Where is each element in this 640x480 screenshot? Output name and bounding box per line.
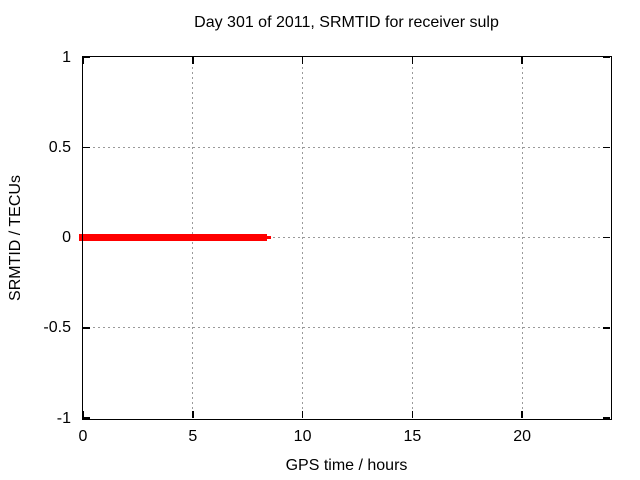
x-axis-title: GPS time / hours [285,457,408,474]
y-tick-mark-right [603,236,610,239]
x-tick-mark-bottom [192,411,194,418]
y-tick-mark-left [83,56,90,58]
x-tick-label: 5 [188,428,198,445]
y-tick-label: 1 [62,48,71,66]
y-tick-mark-left [83,327,90,329]
y-tick-label: -0.5 [43,319,71,337]
y-tick-label: 0.5 [48,138,71,156]
series-line-segment [267,236,271,239]
x-tick-mark-bottom [82,411,84,418]
y-gridline [83,146,610,148]
y-tick-mark-left [83,417,90,419]
x-tick-mark-top [82,57,84,64]
y-tick-label: 0 [62,229,71,246]
x-tick-label: 10 [293,428,312,445]
x-tick-mark-bottom [301,411,304,418]
y-gridline [83,327,610,329]
y-tick-mark-right [603,417,610,419]
x-tick-label: 15 [403,428,422,445]
y-gridline [83,237,610,238]
plot-area [79,56,610,419]
chart-title: Day 301 of 2011, SRMTID for receiver sul… [194,14,499,31]
x-tick-mark-bottom [411,411,414,418]
y-tick-mark-right [603,56,610,58]
y-tick-mark-right [603,327,610,329]
x-tick-mark-top [301,57,304,64]
x-tick-mark-bottom [521,411,523,418]
y-tick-label: -1 [56,409,71,427]
y-tick-mark-right [603,146,610,148]
x-tick-mark-top [521,57,523,64]
x-tick-mark-top [411,57,414,64]
x-tick-label: 0 [78,428,88,445]
y-tick-mark-left [83,146,90,148]
series-line-segment [79,234,267,241]
x-tick-label: 20 [513,428,532,445]
x-tick-mark-top [192,57,194,64]
